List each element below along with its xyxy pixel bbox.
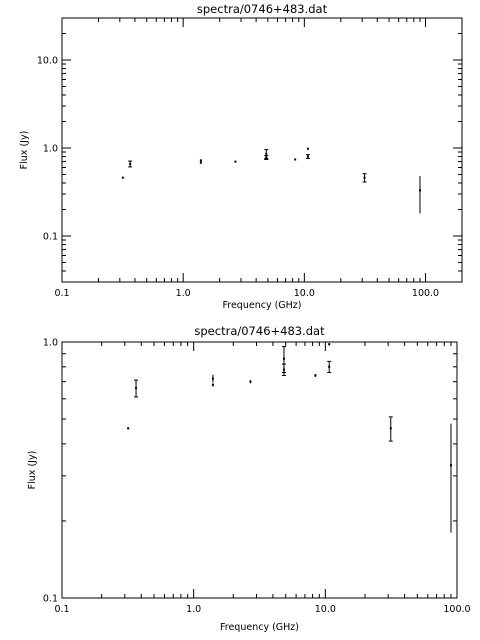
chart-bottom-points bbox=[127, 343, 452, 533]
chart-top-yticks: 0.1 1.0 10.0 bbox=[37, 17, 462, 283]
chart-bottom-data-point bbox=[211, 383, 214, 386]
chart-top-xtick-label: 10.0 bbox=[294, 288, 315, 299]
chart-bottom-yticks: 0.1 1.0 bbox=[43, 338, 457, 605]
chart-top-xtick-label: 0.1 bbox=[54, 288, 69, 299]
chart-top-data-point bbox=[199, 159, 202, 162]
chart-top-data-point bbox=[363, 176, 366, 179]
chart-top-ylabel: Flux (Jy) bbox=[19, 131, 30, 170]
chart-top-data-point bbox=[265, 152, 268, 155]
chart-bottom-plot-frame bbox=[61, 341, 458, 599]
chart-top-xticks: 0.1 1.0 10.0 100.0 bbox=[54, 18, 463, 299]
chart-bottom-ylabel: Flux (Jy) bbox=[27, 451, 38, 490]
chart-bottom-data-point bbox=[249, 380, 252, 383]
chart-bottom-data-point bbox=[127, 427, 130, 430]
chart-bottom-data-point bbox=[449, 464, 452, 467]
chart-top-ytick-label: 0.1 bbox=[43, 231, 58, 242]
chart-bottom-data-point bbox=[211, 377, 214, 380]
chart-top-ytick-label: 10.0 bbox=[37, 55, 58, 66]
chart-bottom-xticks: 0.1 1.0 10.0 100.0 bbox=[54, 342, 471, 615]
chart-top-points bbox=[121, 147, 421, 214]
chart-top-xtick-label: 1.0 bbox=[176, 288, 191, 299]
chart-bottom-xlabel: Frequency (GHz) bbox=[220, 622, 299, 633]
chart-top-data-point bbox=[129, 162, 132, 165]
chart-top-data-point bbox=[306, 147, 309, 150]
chart-bottom-ytick-label: 0.1 bbox=[43, 594, 58, 605]
chart-bottom-xtick-label: 0.1 bbox=[54, 604, 69, 615]
chart-bottom: spectra/0746+483.dat Frequency (GHz) Flu… bbox=[27, 324, 471, 633]
chart-bottom-data-point bbox=[282, 357, 285, 360]
chart-top: spectra/0746+483.dat Frequency (GHz) Flu… bbox=[19, 2, 463, 311]
chart-top-plot-frame bbox=[61, 17, 463, 283]
chart-bottom-data-point bbox=[328, 343, 331, 346]
chart-bottom-xtick-label: 10.0 bbox=[315, 604, 336, 615]
chart-top-xtick-label: 100.0 bbox=[412, 288, 439, 299]
chart-bottom-data-point bbox=[314, 374, 317, 377]
chart-top-ytick-label: 1.0 bbox=[43, 143, 58, 154]
chart-top-data-point bbox=[199, 161, 202, 164]
chart-bottom-data-point bbox=[282, 368, 285, 371]
chart-top-data-point bbox=[294, 158, 297, 161]
chart-bottom-title: spectra/0746+483.dat bbox=[194, 324, 325, 338]
chart-bottom-data-point bbox=[328, 365, 331, 368]
chart-top-data-point bbox=[418, 189, 421, 192]
chart-top-data-point bbox=[121, 176, 124, 179]
chart-bottom-xtick-label: 100.0 bbox=[443, 604, 470, 615]
chart-bottom-ytick-label: 1.0 bbox=[43, 338, 58, 349]
chart-bottom-xtick-label: 1.0 bbox=[186, 604, 201, 615]
chart-bottom-data-point bbox=[135, 387, 138, 390]
chart-top-data-point bbox=[265, 156, 268, 159]
chart-top-title: spectra/0746+483.dat bbox=[197, 2, 328, 16]
chart-top-data-point bbox=[234, 160, 237, 163]
chart-top-data-point bbox=[306, 155, 309, 158]
chart-bottom-data-point bbox=[389, 427, 392, 430]
chart-top-xlabel: Frequency (GHz) bbox=[222, 300, 301, 311]
